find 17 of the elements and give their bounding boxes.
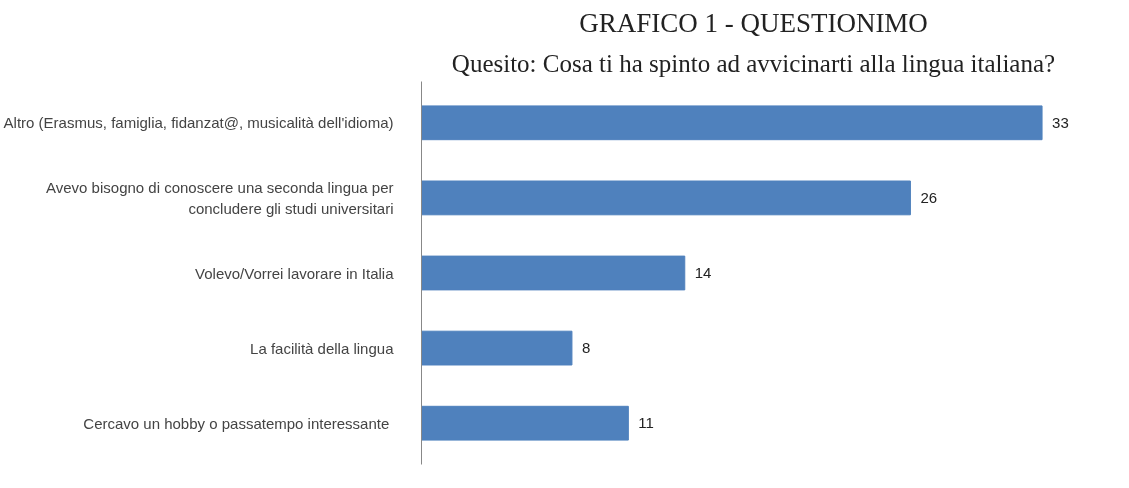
- bar: [421, 255, 686, 291]
- y-tick-label: Avevo bisogno di conoscere una seconda lingua per concludere gli studi universitari: [46, 179, 394, 217]
- bar: [421, 405, 629, 441]
- chart-title: GRAFICO 1 - QUESTIONIMO: [579, 7, 928, 38]
- chart-subtitle: Quesito: Cosa ti ha spinto ad avvicinarti alla lingua italiana?: [451, 49, 1056, 77]
- y-tick-label: La facilità della lingua: [250, 339, 395, 357]
- data-label: 33: [1052, 113, 1069, 131]
- y-tick-label: Cercavo un hobby o passatempo interessante: [83, 414, 390, 432]
- data-label: 11: [638, 414, 654, 432]
- data-label: 14: [694, 264, 712, 281]
- bar: [421, 105, 1043, 141]
- data-label: 26: [920, 188, 938, 206]
- bar: [421, 330, 573, 366]
- data-label: 8: [581, 339, 591, 357]
- y-tick-label: Altro (Erasmus, famiglia, fidanzat@, musicalità dell'idioma): [3, 114, 394, 132]
- bar: [421, 180, 911, 216]
- y-tick-label: Volevo/Vorrei lavorare in Italia: [195, 264, 395, 282]
